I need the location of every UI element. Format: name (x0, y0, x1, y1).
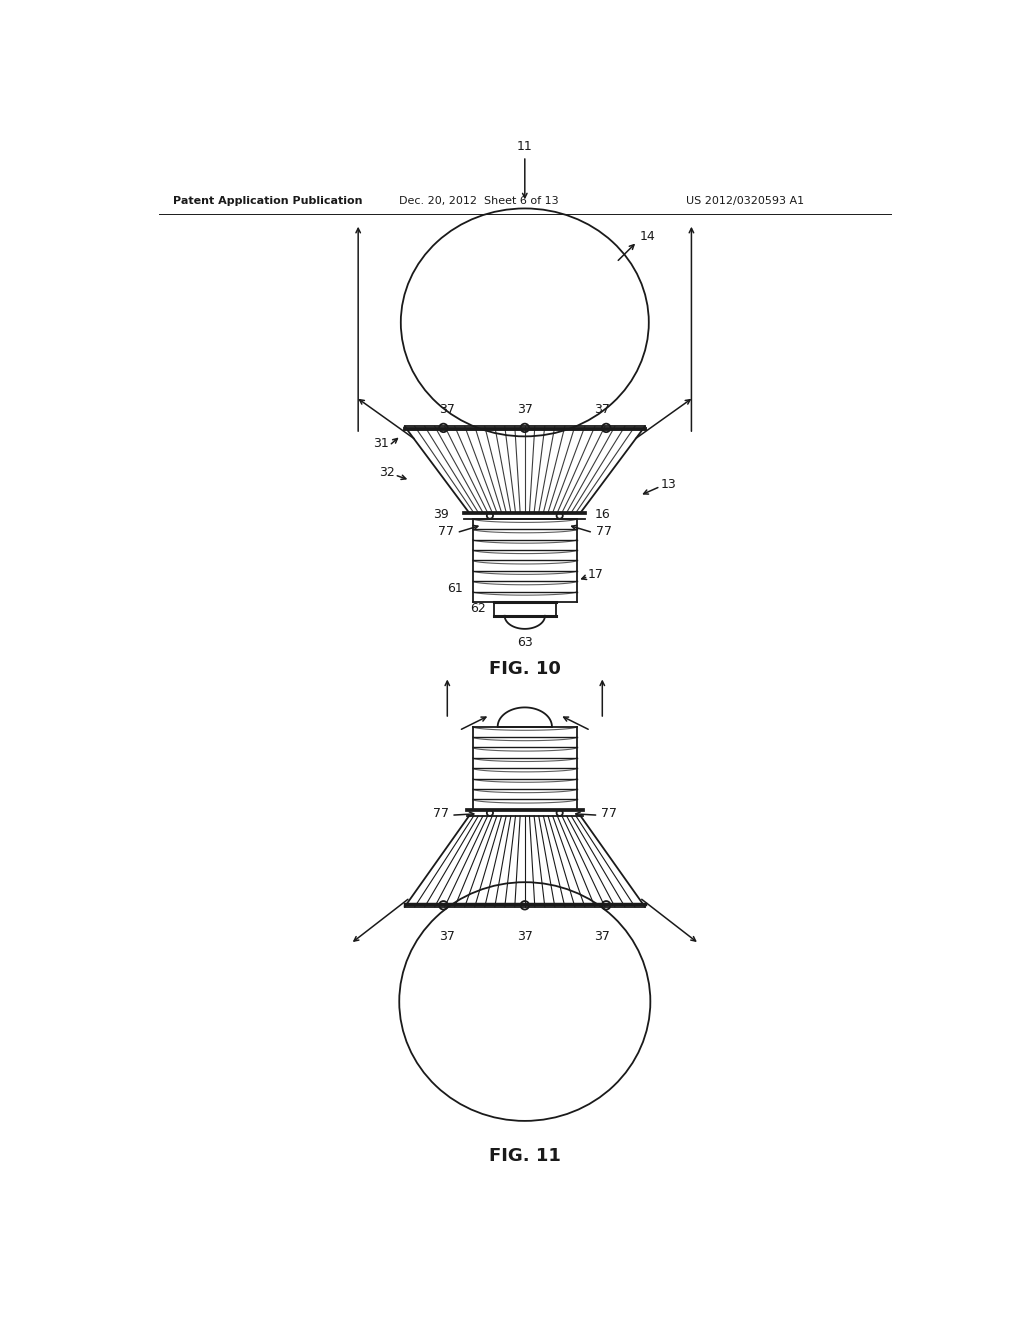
Circle shape (557, 512, 563, 519)
Text: FIG. 10: FIG. 10 (488, 660, 561, 678)
Text: 37: 37 (594, 403, 610, 416)
Text: 37: 37 (439, 929, 456, 942)
Text: 31: 31 (374, 437, 389, 450)
Text: 39: 39 (433, 508, 449, 520)
Text: Dec. 20, 2012  Sheet 6 of 13: Dec. 20, 2012 Sheet 6 of 13 (399, 195, 559, 206)
Text: 62: 62 (470, 602, 486, 615)
Text: 77: 77 (437, 524, 454, 537)
Text: 77: 77 (600, 807, 616, 820)
Text: 16: 16 (594, 508, 610, 520)
Text: 61: 61 (447, 582, 463, 594)
Text: FIG. 11: FIG. 11 (488, 1147, 561, 1164)
Text: 37: 37 (517, 929, 532, 942)
Text: 77: 77 (433, 807, 450, 820)
Text: 13: 13 (660, 478, 676, 491)
Text: US 2012/0320593 A1: US 2012/0320593 A1 (686, 195, 804, 206)
Circle shape (486, 809, 493, 816)
Circle shape (486, 512, 493, 519)
Circle shape (520, 424, 529, 432)
Circle shape (557, 809, 563, 816)
Text: Patent Application Publication: Patent Application Publication (173, 195, 362, 206)
Text: 17: 17 (588, 568, 604, 581)
Text: 37: 37 (594, 929, 610, 942)
Circle shape (520, 902, 529, 909)
Text: 37: 37 (517, 403, 532, 416)
Circle shape (439, 424, 447, 432)
Text: 11: 11 (517, 140, 532, 153)
Text: 63: 63 (517, 636, 532, 649)
Circle shape (602, 424, 610, 432)
Text: 14: 14 (639, 230, 655, 243)
Text: 37: 37 (439, 403, 456, 416)
Text: 32: 32 (379, 466, 394, 479)
Circle shape (602, 902, 610, 909)
Text: 77: 77 (596, 524, 612, 537)
Circle shape (439, 902, 447, 909)
